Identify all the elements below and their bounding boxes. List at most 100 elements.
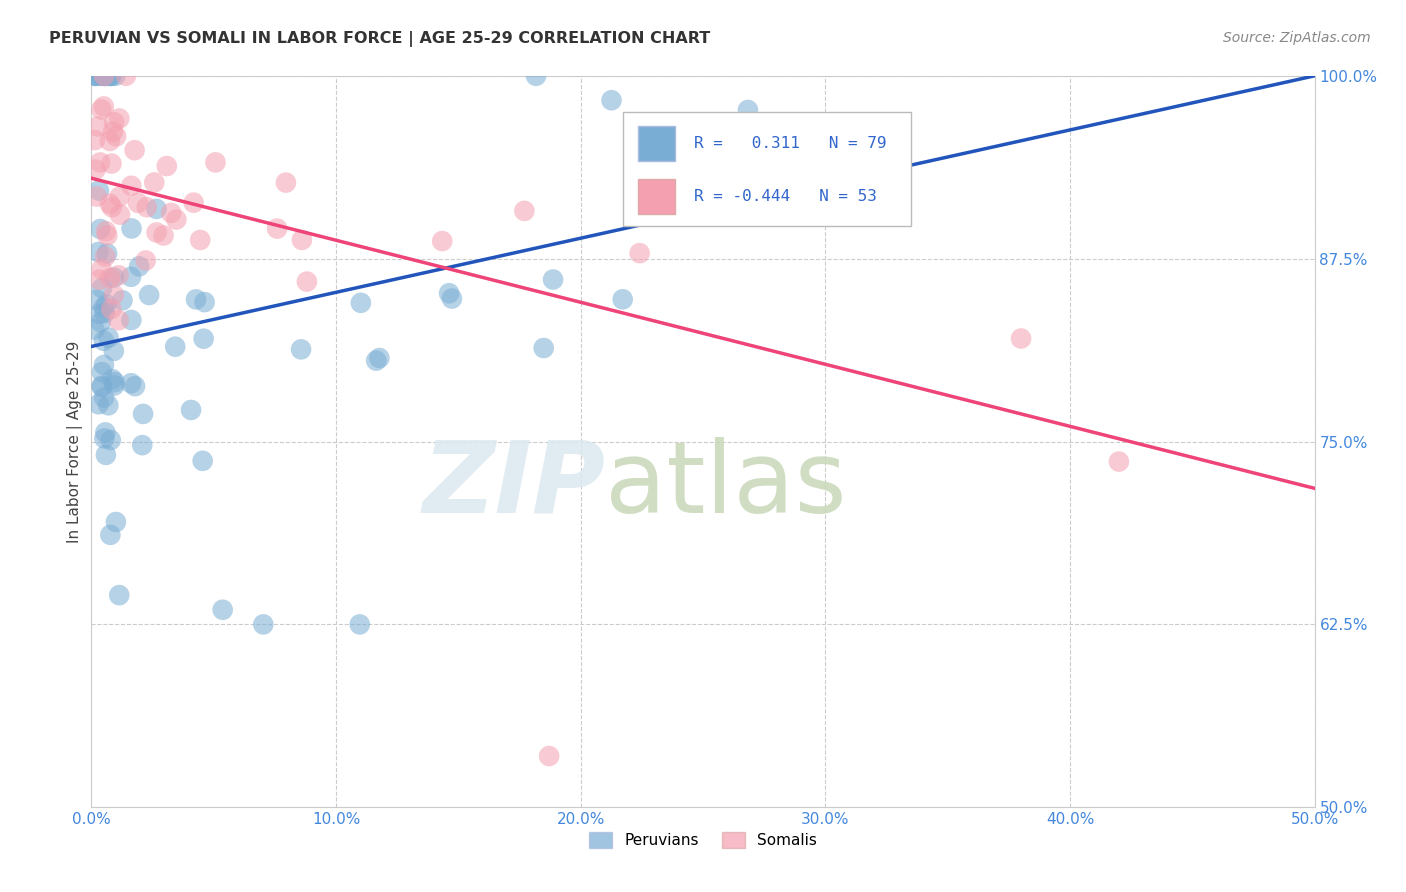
Point xyxy=(84,69,107,83)
Point xyxy=(295,275,318,289)
Point xyxy=(101,200,124,214)
Point xyxy=(103,343,125,358)
Point xyxy=(97,69,120,83)
Bar xyxy=(638,179,675,214)
Point xyxy=(124,143,146,157)
Point xyxy=(538,749,561,764)
Point xyxy=(132,407,155,421)
Point xyxy=(90,379,112,393)
Point xyxy=(432,234,454,248)
Point xyxy=(533,341,555,355)
Point xyxy=(737,103,759,117)
Point xyxy=(120,313,142,327)
Legend: Peruvians, Somalis: Peruvians, Somalis xyxy=(583,826,823,855)
Point xyxy=(440,292,463,306)
Point xyxy=(211,603,233,617)
Point xyxy=(194,295,217,310)
Point xyxy=(103,115,125,129)
Point xyxy=(91,380,114,394)
Point xyxy=(98,196,121,211)
Point xyxy=(94,448,117,462)
Point xyxy=(100,69,122,83)
Point xyxy=(94,224,117,238)
Point xyxy=(1010,332,1032,346)
Point xyxy=(94,69,117,83)
Point xyxy=(107,313,129,327)
Point xyxy=(98,134,121,148)
Text: PERUVIAN VS SOMALI IN LABOR FORCE | AGE 25-29 CORRELATION CHART: PERUVIAN VS SOMALI IN LABOR FORCE | AGE … xyxy=(49,31,710,47)
Text: ZIP: ZIP xyxy=(422,437,605,534)
Point xyxy=(145,202,167,216)
Point xyxy=(160,206,183,220)
Point xyxy=(97,331,120,345)
Text: R = -0.444   N = 53: R = -0.444 N = 53 xyxy=(695,189,877,204)
Point xyxy=(103,378,125,392)
Point xyxy=(349,617,371,632)
Point xyxy=(108,190,131,204)
Point xyxy=(156,159,179,173)
Point xyxy=(108,112,131,126)
Point xyxy=(104,515,127,529)
Point xyxy=(90,315,112,329)
Point xyxy=(437,286,460,301)
Point xyxy=(98,528,121,542)
Point xyxy=(90,365,112,379)
Point xyxy=(94,425,117,440)
Point xyxy=(107,268,129,283)
Point xyxy=(87,397,110,411)
Point xyxy=(274,176,297,190)
Point xyxy=(193,332,215,346)
Point xyxy=(121,221,143,235)
Point xyxy=(98,270,121,285)
Point xyxy=(266,221,288,235)
FancyBboxPatch shape xyxy=(623,112,911,226)
Text: R =   0.311   N = 79: R = 0.311 N = 79 xyxy=(695,136,887,151)
Point xyxy=(86,189,108,203)
Point xyxy=(90,103,112,117)
Point xyxy=(104,375,127,389)
Point xyxy=(93,358,115,372)
Point xyxy=(204,155,226,169)
Point xyxy=(191,454,214,468)
Point xyxy=(124,379,146,393)
Point xyxy=(120,376,142,391)
Point xyxy=(143,176,166,190)
Point xyxy=(93,300,115,314)
Point xyxy=(84,69,107,83)
Point xyxy=(165,340,187,354)
Point xyxy=(600,93,623,107)
Point xyxy=(108,588,131,602)
Point xyxy=(105,129,128,144)
Point xyxy=(290,343,312,357)
Point xyxy=(89,69,111,83)
Point xyxy=(291,233,314,247)
Point xyxy=(93,391,115,405)
Point xyxy=(524,69,547,83)
Point xyxy=(100,156,122,170)
Point xyxy=(89,222,111,236)
Point xyxy=(100,301,122,316)
Point xyxy=(93,69,115,83)
Point xyxy=(128,260,150,274)
Point xyxy=(120,269,142,284)
Point xyxy=(91,69,114,83)
Point xyxy=(93,306,115,320)
Text: atlas: atlas xyxy=(605,437,846,534)
Point xyxy=(252,617,274,632)
Point xyxy=(165,212,187,227)
Point xyxy=(103,287,125,301)
Point xyxy=(111,293,134,308)
Bar xyxy=(638,126,675,161)
Point xyxy=(84,69,107,83)
Point xyxy=(180,403,202,417)
Point xyxy=(541,272,564,286)
Point xyxy=(87,184,110,198)
Point xyxy=(368,351,391,365)
Point xyxy=(101,125,124,139)
Point xyxy=(104,69,127,83)
Point xyxy=(96,228,118,243)
Point xyxy=(100,433,122,447)
Y-axis label: In Labor Force | Age 25-29: In Labor Force | Age 25-29 xyxy=(67,341,83,542)
Point xyxy=(152,228,174,243)
Point xyxy=(115,69,138,83)
